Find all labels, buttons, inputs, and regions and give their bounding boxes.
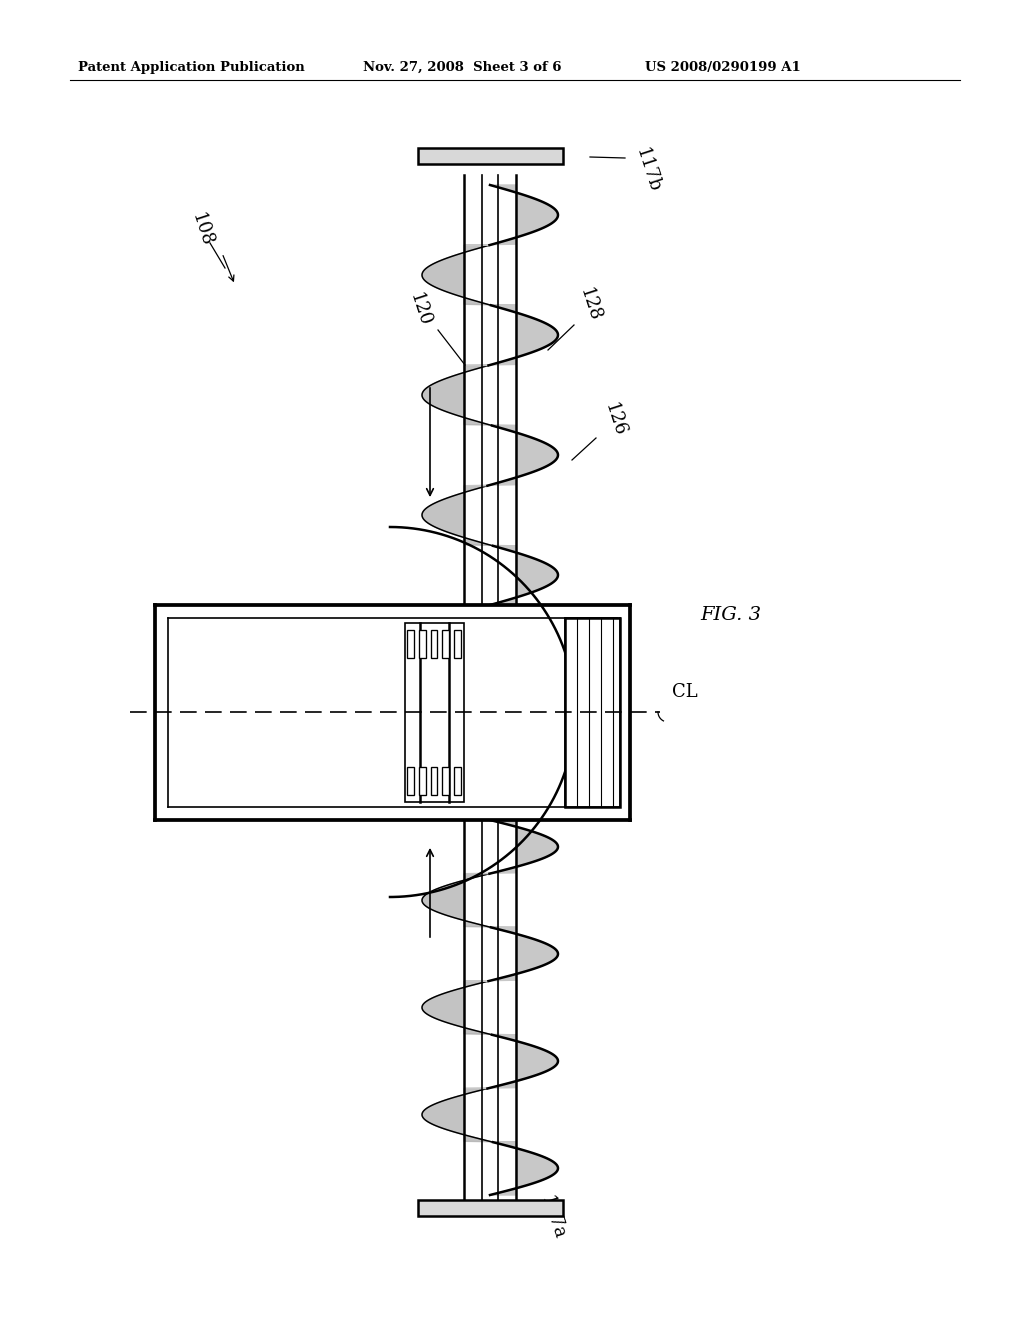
Polygon shape [490, 546, 558, 605]
Text: CL: CL [672, 682, 697, 701]
Bar [455, 767, 461, 795]
Polygon shape [464, 820, 558, 874]
Polygon shape [422, 981, 516, 1035]
Bar [419, 630, 426, 657]
Bar [565, 618, 620, 807]
Polygon shape [464, 305, 558, 366]
Polygon shape [464, 928, 558, 981]
Polygon shape [464, 1035, 558, 1089]
Polygon shape [422, 246, 516, 305]
Text: 117a: 117a [537, 1193, 567, 1242]
Text: 108: 108 [188, 211, 216, 249]
Bar [407, 630, 414, 657]
Text: FIG. 3: FIG. 3 [700, 606, 761, 624]
Text: Patent Application Publication: Patent Application Publication [78, 61, 305, 74]
Polygon shape [464, 185, 558, 246]
Polygon shape [422, 874, 516, 928]
Bar [442, 767, 450, 795]
Text: 122: 122 [278, 731, 312, 748]
Bar [419, 767, 426, 795]
Text: 126: 126 [601, 401, 629, 440]
Polygon shape [422, 486, 516, 546]
Bar [407, 767, 414, 795]
Polygon shape [422, 1089, 516, 1142]
Bar [431, 767, 437, 795]
Polygon shape [490, 1142, 558, 1195]
Text: US 2008/0290199 A1: US 2008/0290199 A1 [645, 61, 801, 74]
Bar [455, 630, 461, 657]
Bar [418, 1200, 563, 1216]
Text: 128: 128 [577, 286, 604, 325]
Text: 120: 120 [407, 290, 434, 329]
Polygon shape [422, 366, 516, 425]
Bar [431, 630, 437, 657]
Bar [442, 630, 450, 657]
Bar [155, 605, 630, 820]
Bar [418, 148, 563, 164]
Polygon shape [464, 425, 558, 486]
Bar [406, 623, 464, 803]
Text: 117b: 117b [633, 145, 664, 194]
Text: Nov. 27, 2008  Sheet 3 of 6: Nov. 27, 2008 Sheet 3 of 6 [362, 61, 561, 74]
